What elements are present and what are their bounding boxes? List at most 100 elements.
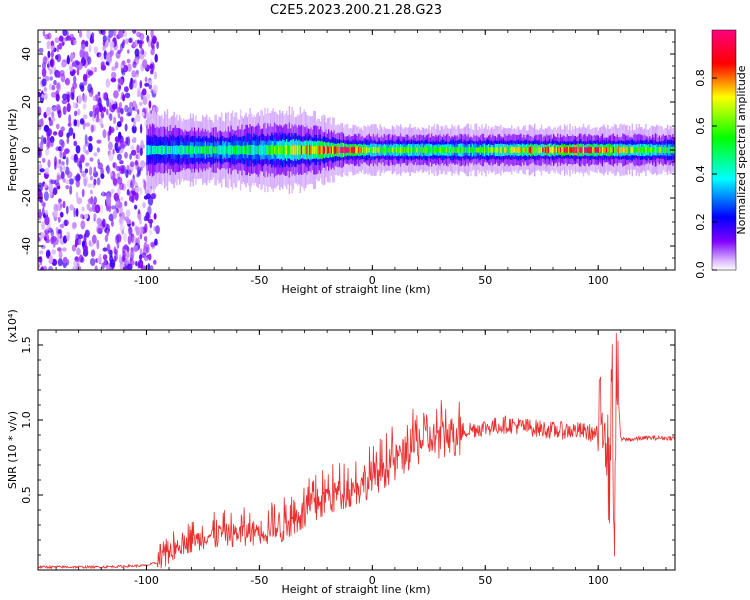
heatmap-cell xyxy=(123,265,129,270)
y-tick-label: 20 xyxy=(20,95,33,109)
heatmap-cell xyxy=(517,146,520,154)
heatmap-cell xyxy=(540,147,543,153)
heatmap-cell xyxy=(84,229,90,238)
heatmap-cell xyxy=(93,213,97,220)
heatmap-cell xyxy=(474,147,476,153)
heatmap-cell xyxy=(174,145,177,155)
heatmap-cell xyxy=(80,154,85,163)
heatmap-cell xyxy=(582,146,585,154)
heatmap-cell xyxy=(227,145,230,155)
heatmap-cell xyxy=(573,147,575,154)
heatmap-cell xyxy=(193,146,196,154)
heatmap-cell xyxy=(93,46,99,55)
heatmap-cell xyxy=(325,145,327,155)
heatmap-cell xyxy=(137,209,141,215)
heatmap-cell xyxy=(144,256,149,261)
heatmap-cell xyxy=(553,147,555,153)
heatmap-cell xyxy=(71,221,77,230)
heatmap-cell xyxy=(139,186,143,196)
heatmap-cell xyxy=(62,30,68,37)
heatmap-cell xyxy=(420,147,422,153)
heatmap-cell xyxy=(38,262,41,269)
heatmap-cell xyxy=(471,147,474,153)
heatmap-cell xyxy=(467,147,469,153)
heatmap-cell xyxy=(366,147,368,153)
heatmap-cell xyxy=(118,102,122,109)
heatmap-cell xyxy=(222,145,224,155)
heatmap-cell xyxy=(528,147,530,153)
heatmap-cell xyxy=(379,147,381,153)
heatmap-cell xyxy=(110,188,115,194)
heatmap-cell xyxy=(41,207,45,217)
heatmap-cell xyxy=(116,153,122,161)
heatmap-cell xyxy=(210,145,212,155)
heatmap-cell xyxy=(82,144,87,154)
heatmap-cell xyxy=(119,206,124,214)
heatmap-cell xyxy=(97,158,100,165)
heatmap-cell xyxy=(144,76,148,83)
heatmap-cell xyxy=(96,147,101,153)
heatmap-cell xyxy=(90,258,96,266)
heatmap-cell xyxy=(399,147,402,153)
heatmap-cell xyxy=(245,145,247,155)
heatmap-cell xyxy=(102,35,107,43)
heatmap-cell xyxy=(292,145,295,155)
heatmap-cell xyxy=(508,147,510,153)
heatmap-cell xyxy=(89,175,94,181)
heatmap-cell xyxy=(124,86,129,93)
heatmap-cell xyxy=(95,118,100,123)
heatmap-cell xyxy=(136,236,140,246)
heatmap-cell xyxy=(204,145,207,155)
heatmap-cell xyxy=(599,147,601,153)
heatmap-cell xyxy=(47,159,51,168)
heatmap-cell xyxy=(639,147,642,153)
x-tick-label: -100 xyxy=(134,274,159,287)
heatmap-cell xyxy=(53,203,58,213)
heatmap-cell xyxy=(268,145,270,155)
heatmap-cell xyxy=(154,106,159,113)
heatmap-cell xyxy=(78,160,83,169)
heatmap-cell xyxy=(550,147,552,153)
heatmap-cell xyxy=(75,191,79,200)
heatmap-cell xyxy=(342,146,345,153)
heatmap-cell xyxy=(124,151,128,159)
heatmap-cell xyxy=(406,147,408,153)
heatmap-cell xyxy=(246,144,249,156)
heatmap-cell xyxy=(165,144,167,156)
heatmap-cell xyxy=(562,147,564,153)
heatmap-cell xyxy=(197,146,200,154)
heatmap-cell xyxy=(455,146,457,154)
heatmap-cell xyxy=(356,146,358,154)
heatmap-cell xyxy=(535,146,537,154)
heatmap-cell xyxy=(129,101,133,108)
heatmap-cell xyxy=(51,249,57,255)
heatmap-cell xyxy=(55,123,60,130)
heatmap-cell xyxy=(506,147,509,154)
heatmap-cell xyxy=(313,146,315,154)
heatmap-cell xyxy=(92,112,95,122)
heatmap-cell xyxy=(68,127,74,136)
heatmap-cell xyxy=(66,56,71,65)
heatmap-cell xyxy=(76,247,81,256)
heatmap-cell xyxy=(421,146,423,154)
heatmap-cell xyxy=(122,39,126,45)
heatmap-cell xyxy=(102,44,106,52)
heatmap-cell xyxy=(129,153,133,160)
heatmap-cell xyxy=(62,235,68,244)
heatmap-cell xyxy=(179,145,181,155)
heatmap-cell xyxy=(96,217,102,226)
heatmap-cell xyxy=(150,48,155,56)
colorbar-label: Normalized spectral amplitude xyxy=(735,65,748,234)
heatmap-cell xyxy=(494,147,497,153)
spectrogram-x-ticks: -100 -50 0 50 100 xyxy=(55,30,667,287)
heatmap-cell xyxy=(652,147,654,153)
heatmap-cell xyxy=(61,161,65,166)
heatmap-cell xyxy=(142,59,148,69)
heatmap-cell xyxy=(100,64,107,71)
heatmap-cell xyxy=(81,188,85,198)
snr-plot-area xyxy=(38,330,675,570)
heatmap-cell xyxy=(337,146,339,154)
heatmap-cell xyxy=(391,147,394,153)
heatmap-cell xyxy=(437,147,440,153)
heatmap-cell xyxy=(73,75,77,84)
